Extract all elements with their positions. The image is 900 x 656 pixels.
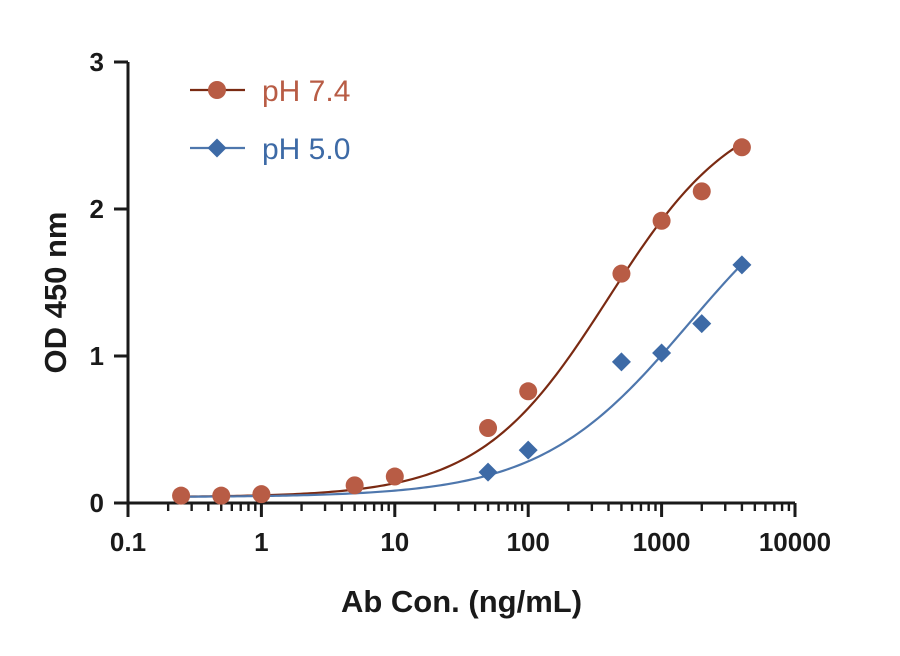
- data-point-series-0: [652, 211, 671, 230]
- data-point-series-0: [345, 476, 364, 495]
- data-point-series-1: [518, 440, 538, 460]
- data-point-series-0: [479, 419, 498, 438]
- data-point-series-1: [732, 255, 752, 275]
- fit-curves: [181, 142, 743, 498]
- data-point-series-0: [172, 486, 191, 505]
- data-point-series-1: [478, 462, 498, 482]
- y-axis-ticks: 0 1 2 3: [90, 47, 128, 518]
- data-point-series-0: [252, 485, 271, 504]
- data-point-series-0: [612, 264, 631, 283]
- x-tick-label: 1000: [633, 527, 691, 557]
- legend: pH 7.4 pH 5.0: [190, 75, 350, 166]
- y-tick-label: 2: [90, 194, 104, 224]
- legend-label: pH 5.0: [262, 133, 350, 166]
- fit-curve-series-0: [181, 142, 743, 498]
- x-tick-label: 100: [507, 527, 550, 557]
- data-point-series-1: [611, 352, 631, 372]
- data-point-series-0: [385, 467, 404, 486]
- x-axis-ticks: 0.1 1 10 100 1000 10000: [110, 503, 831, 557]
- data-point-series-0: [212, 486, 231, 505]
- legend-marker: [207, 138, 227, 158]
- legend-marker: [208, 81, 226, 99]
- x-axis-label: Ab Con. (ng/mL): [341, 584, 582, 619]
- data-point-series-0: [732, 138, 751, 157]
- data-point-series-0: [692, 182, 711, 201]
- x-tick-label: 10: [380, 527, 409, 557]
- x-tick-label: 10000: [759, 527, 831, 557]
- x-tick-label: 0.1: [110, 527, 146, 557]
- data-point-series-1: [692, 314, 712, 334]
- y-tick-label: 0: [90, 488, 104, 518]
- data-point-series-1: [652, 343, 672, 363]
- legend-label: pH 7.4: [262, 75, 350, 108]
- data-point-series-0: [519, 382, 538, 401]
- axes: [126, 62, 795, 505]
- y-tick-label: 1: [90, 341, 104, 371]
- y-tick-label: 3: [90, 47, 104, 77]
- x-tick-label: 1: [254, 527, 268, 557]
- y-axis-label: OD 450 nm: [38, 212, 73, 374]
- fit-curve-series-1: [181, 263, 743, 498]
- data-markers: [172, 138, 752, 505]
